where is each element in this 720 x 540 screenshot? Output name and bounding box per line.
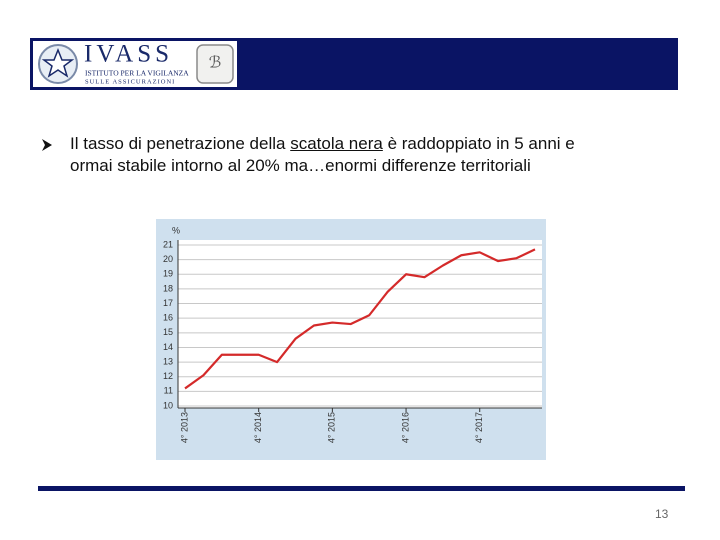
x-tick-label: 4° 2015 xyxy=(327,412,337,443)
data-line xyxy=(184,248,536,390)
y-tick-label: 13 xyxy=(163,356,173,366)
x-tick-label: 4° 2014 xyxy=(253,412,263,443)
logo-mark xyxy=(196,44,234,84)
text: Il tasso di penetrazione della xyxy=(70,134,286,153)
underlined-text: scatola nera xyxy=(290,134,383,153)
plot-area xyxy=(178,240,542,408)
logo-star xyxy=(41,47,75,78)
page-number: 13 xyxy=(655,507,669,521)
y-tick-label: 20 xyxy=(163,254,173,264)
y-tick-label: 14 xyxy=(163,342,173,352)
chart: % 10 11 12 13 14 15 16 17 18 19 20 21 4° 2013 4° 2014 4… xyxy=(163,225,542,443)
logo-line: SULLE ASSICURAZIONI xyxy=(85,78,175,85)
y-tick-label: 19 xyxy=(163,269,173,279)
x-tick-label: 4° 2017 xyxy=(474,412,484,443)
y-tick-label: 21 xyxy=(163,239,173,249)
y-axis-label: % xyxy=(172,225,180,235)
x-tick-label: 4° 2016 xyxy=(400,412,410,443)
bullet-line: Il tasso di penetrazione della scatola n… xyxy=(70,133,575,155)
bullet-arrow xyxy=(42,139,52,151)
y-tick-label: 10 xyxy=(163,400,173,410)
y-tick-label: 12 xyxy=(163,371,173,381)
y-tick-label: 11 xyxy=(164,386,173,396)
text: è raddoppiato in 5 anni e xyxy=(387,134,575,153)
x-tick-label: 4° 2013 xyxy=(179,412,189,443)
logo-title: IVASS xyxy=(84,41,173,68)
logo-line: ISTITUTO PER LA VIGILANZA xyxy=(85,69,189,78)
y-tick-label: 15 xyxy=(163,327,173,337)
bullet-line: ormai stabile intorno al 20% ma…enormi d… xyxy=(70,156,531,175)
y-tick-label: 16 xyxy=(163,313,173,323)
y-tick-label: 18 xyxy=(163,283,173,293)
y-tick-label: 17 xyxy=(163,298,173,308)
logo-mark-glyph: ℬ xyxy=(209,55,222,72)
bullet-text: Il tasso di penetrazione della scatola n… xyxy=(70,133,575,177)
footer-rule xyxy=(38,486,685,491)
